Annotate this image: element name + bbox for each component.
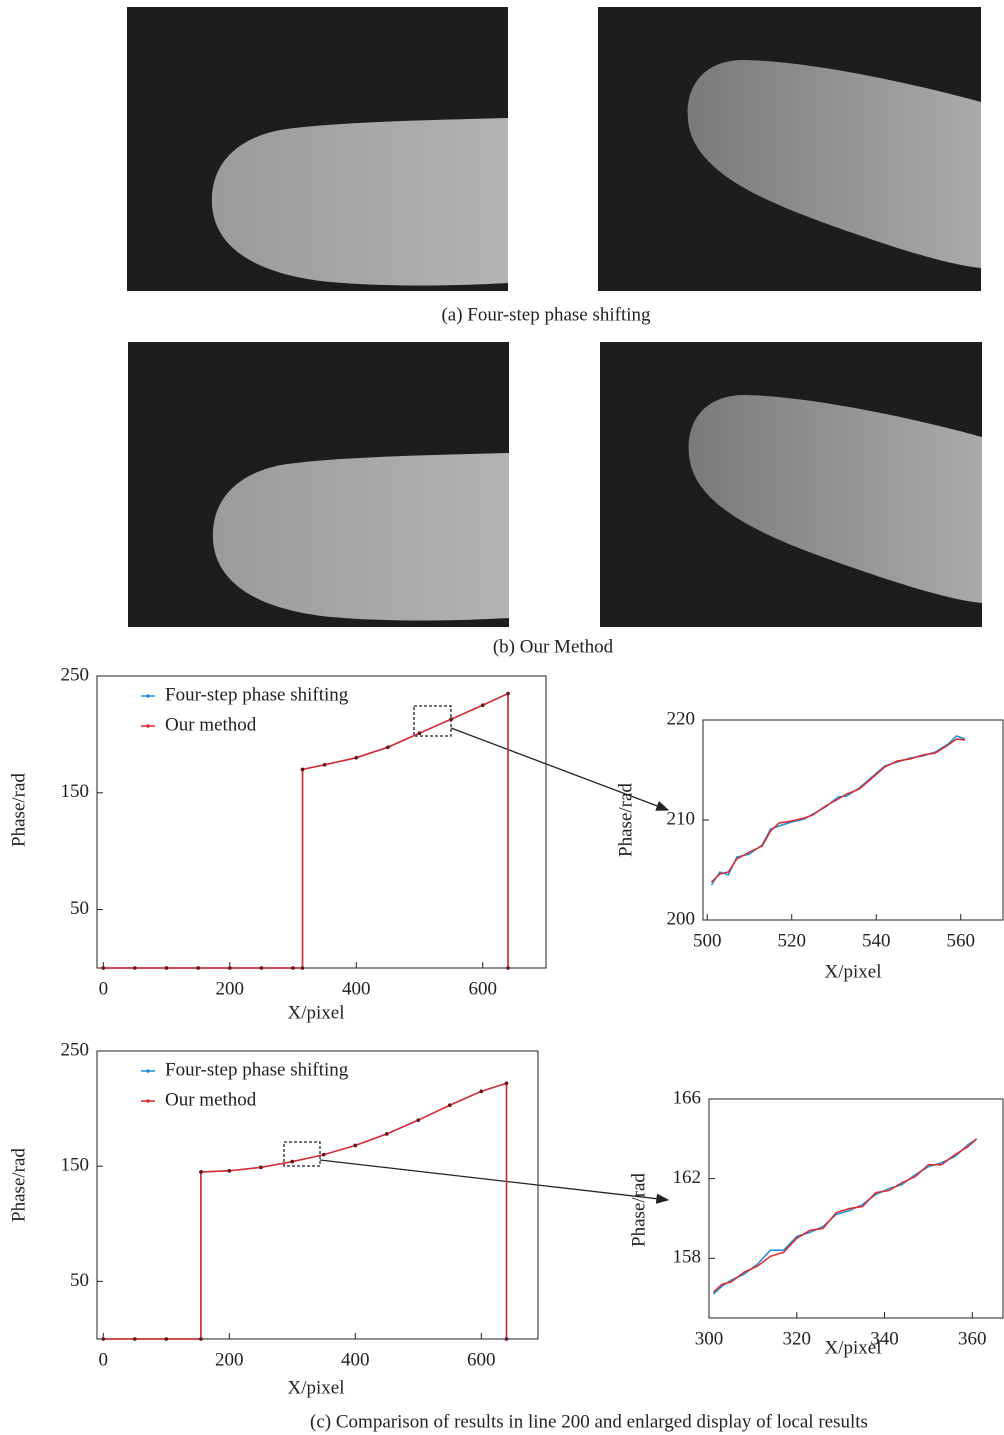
y-axis-label: Phase/rad [615, 783, 636, 857]
x-tick-label: 360 [958, 1328, 987, 1349]
x-tick-label: 200 [215, 1349, 244, 1370]
image-panel [127, 7, 981, 291]
x-tick-label: 0 [99, 978, 109, 999]
y-tick-label: 200 [667, 908, 696, 929]
point-marker [291, 966, 295, 970]
point-marker [385, 1132, 389, 1136]
line-chart: 0 200 400 600 50 150 250 X/pixel Phase/rad Four-s… [8, 1039, 539, 1398]
point-marker [133, 1337, 137, 1341]
zoom-indicators [283, 705, 670, 1204]
series-line [103, 1082, 508, 1340]
x-tick-label: 320 [783, 1328, 812, 1349]
point-marker [290, 1159, 295, 1164]
point-marker [354, 755, 359, 760]
point-marker [322, 1152, 326, 1157]
y-tick-label: 210 [667, 808, 696, 829]
x-axis-label: X/pixel [825, 1337, 882, 1358]
point-marker [196, 966, 200, 970]
x-tick-label: 600 [467, 1349, 496, 1370]
point-marker [259, 966, 264, 970]
x-tick-label: 600 [469, 978, 498, 999]
y-tick-label: 250 [61, 664, 90, 685]
x-tick-label: 300 [695, 1328, 724, 1349]
point-marker [199, 1337, 203, 1341]
y-axis-label: Phase/rad [8, 773, 29, 847]
point-marker [386, 745, 390, 750]
point-marker [259, 1165, 263, 1170]
plot-frame [96, 1050, 539, 1340]
y-tick-label: 150 [61, 781, 90, 802]
series-line [103, 1082, 508, 1340]
series-line [712, 1138, 978, 1295]
point-marker [228, 966, 232, 970]
point-marker [416, 1118, 421, 1122]
legend-label: Our method [165, 1089, 257, 1110]
y-tick-label: 50 [70, 898, 89, 919]
series-line [712, 1138, 978, 1293]
y-tick-label: 162 [673, 1167, 702, 1188]
legend-swatch [146, 1069, 150, 1073]
y-axis-label: Phase/rad [8, 1148, 29, 1222]
x-tick-label: 540 [862, 930, 891, 951]
plot-frame [702, 719, 1004, 921]
point-marker [199, 1170, 203, 1174]
line-chart: 500 520 540 560 200 210 220 X/pixel Phase/rad [615, 708, 1004, 982]
x-axis-label: X/pixel [288, 1002, 345, 1023]
point-marker [353, 1143, 358, 1148]
y-tick-label: 250 [61, 1039, 90, 1060]
y-tick-label: 150 [61, 1155, 90, 1176]
point-marker [449, 717, 453, 722]
legend-label: Four-step phase shifting [165, 1059, 349, 1080]
point-marker [164, 966, 169, 970]
y-axis-label: Phase/rad [628, 1173, 649, 1247]
y-tick-label: 166 [673, 1087, 702, 1108]
plot-frame [708, 1098, 1004, 1319]
x-tick-label: 520 [777, 930, 806, 951]
x-tick-label: 560 [946, 930, 975, 951]
series-line [710, 735, 966, 886]
point-marker [300, 767, 305, 772]
legend-swatch [146, 724, 150, 728]
x-tick-label: 200 [216, 978, 245, 999]
point-marker [417, 731, 422, 736]
x-tick-label: 400 [342, 978, 371, 999]
point-marker [479, 1089, 484, 1094]
x-tick-label: 400 [341, 1349, 370, 1370]
point-marker [322, 762, 327, 767]
x-tick-label: 340 [870, 1328, 899, 1349]
point-marker [480, 703, 485, 707]
legend-swatch [146, 694, 150, 698]
point-marker [448, 1103, 452, 1107]
point-marker [506, 691, 510, 696]
caption: (b) Our Method [493, 636, 614, 657]
point-marker [300, 966, 305, 970]
x-tick-label: 0 [99, 1349, 109, 1370]
series-line [710, 738, 966, 883]
legend-label: Our method [165, 714, 257, 735]
y-tick-label: 158 [673, 1247, 702, 1268]
point-marker [101, 1337, 106, 1341]
x-axis-label: X/pixel [288, 1377, 345, 1398]
image-panel [128, 342, 982, 627]
caption: (c) Comparison of results in line 200 an… [310, 1411, 868, 1432]
y-tick-label: 220 [667, 708, 696, 729]
phase-images [127, 7, 982, 627]
y-tick-label: 50 [70, 1270, 89, 1291]
point-marker [504, 1081, 509, 1086]
line-chart: 0 200 400 600 50 150 250 X/pixel Phase/rad Four-s… [8, 664, 547, 1023]
x-tick-label: 500 [693, 930, 722, 951]
line-chart: 300 320 340 360 158 162 166 X/pixel Phase/rad [628, 1087, 1004, 1358]
legend-label: Four-step phase shifting [165, 684, 349, 705]
point-marker [506, 966, 510, 970]
legend-swatch [146, 1099, 150, 1103]
point-marker [164, 1337, 169, 1341]
point-marker [101, 966, 106, 970]
point-marker [504, 1337, 509, 1341]
plot-frame [96, 675, 547, 969]
point-marker [133, 966, 137, 970]
point-marker [227, 1169, 232, 1173]
caption: (a) Four-step phase shifting [441, 304, 651, 325]
x-axis-label: X/pixel [825, 961, 882, 982]
